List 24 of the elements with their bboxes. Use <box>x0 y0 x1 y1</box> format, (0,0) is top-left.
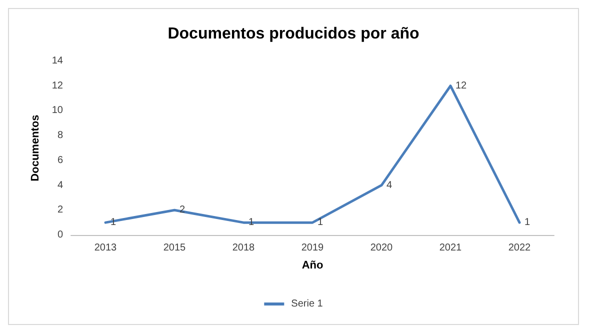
y-tick-label: 14 <box>52 56 64 66</box>
x-tick-label: 2020 <box>370 242 394 254</box>
y-tick-label: 2 <box>57 204 64 216</box>
x-tick-label: 2019 <box>301 242 324 254</box>
data-label: 4 <box>386 180 392 191</box>
y-tick-label: 6 <box>57 154 64 166</box>
y-axis-title: Documentos <box>29 114 42 182</box>
x-tick-label: 2013 <box>94 242 118 254</box>
data-label: 1 <box>524 217 530 228</box>
y-tick-label: 8 <box>57 130 64 142</box>
y-tick-label: 0 <box>57 230 64 240</box>
y-tick-label: 4 <box>57 180 64 191</box>
x-tick-label: 2022 <box>508 242 532 254</box>
data-label: 2 <box>180 204 186 216</box>
x-tick-label: 2015 <box>163 242 186 254</box>
legend-label: Serie 1 <box>291 298 324 310</box>
y-tick-label: 10 <box>52 105 64 116</box>
chart-title: Documentos producidos por año <box>168 26 420 42</box>
data-label: 12 <box>456 80 468 92</box>
x-tick-label: 2018 <box>232 242 256 254</box>
x-axis-title: Año <box>302 260 324 272</box>
data-label: 1 <box>318 217 324 228</box>
y-tick-label: 12 <box>52 80 64 92</box>
x-tick-label: 2021 <box>439 242 462 254</box>
